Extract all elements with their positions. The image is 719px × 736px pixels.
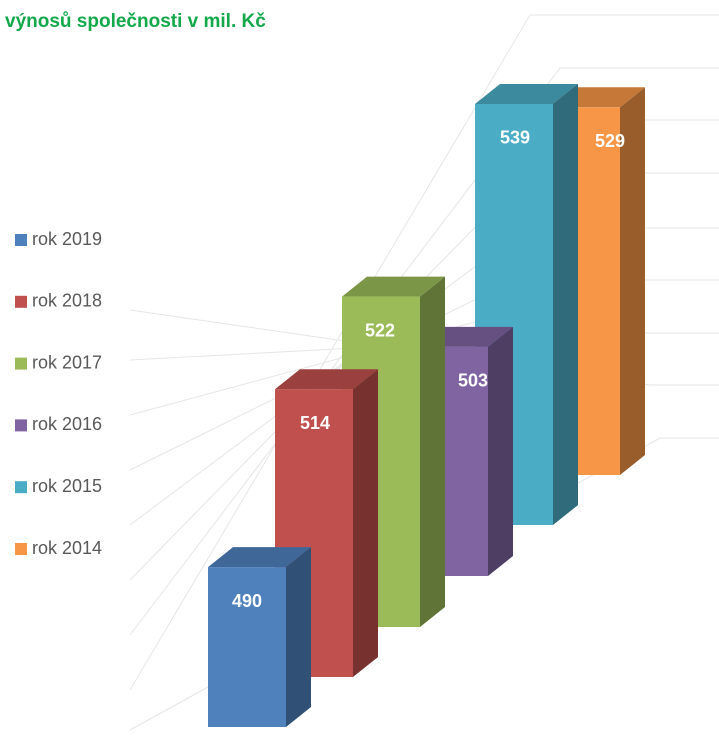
legend-swatch (15, 543, 27, 555)
bar-top (342, 276, 445, 297)
legend-swatch (15, 234, 27, 246)
bar-side (286, 547, 311, 727)
bar-side (420, 276, 445, 627)
legend-swatch (15, 419, 27, 432)
data-label: 514 (300, 413, 330, 433)
bar: 490 (208, 547, 311, 727)
legend-label: rok 2014 (32, 538, 102, 558)
legend-label: rok 2017 (32, 352, 102, 372)
data-label: 490 (232, 591, 262, 611)
chart-title: výnosů společnosti v mil. Kč (5, 11, 266, 32)
data-label: 539 (500, 128, 530, 148)
legend-label: rok 2015 (32, 476, 102, 496)
legend-label: rok 2018 (32, 291, 102, 311)
bar-side (353, 369, 378, 677)
data-label: 503 (458, 371, 488, 391)
legend-swatch (15, 357, 27, 370)
legend-label: rok 2016 (32, 414, 102, 434)
data-label: 529 (595, 131, 625, 151)
bar-top (208, 547, 311, 568)
bar-top (275, 369, 378, 390)
bar-front (208, 567, 286, 727)
bar-side (488, 326, 513, 576)
data-label: 522 (365, 320, 395, 340)
grid-line (129, 14, 531, 691)
bar-side (553, 83, 578, 525)
legend-label: rok 2019 (32, 229, 102, 249)
bar-side (620, 87, 645, 475)
bar-top (475, 83, 578, 104)
legend-swatch (15, 481, 27, 494)
legend-swatch (15, 295, 27, 308)
